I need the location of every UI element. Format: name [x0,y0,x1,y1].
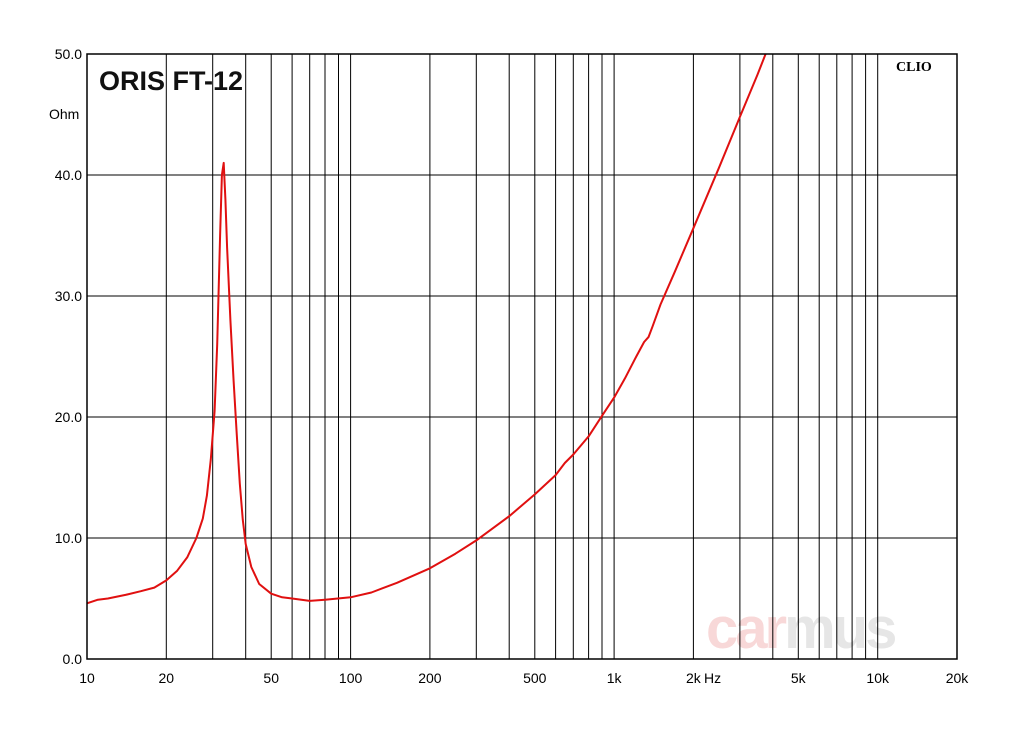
plot-frame [86,53,958,660]
x-tick-label: 500 [523,670,547,686]
impedance-curve [86,53,767,605]
x-tick-label: 20 [159,670,175,686]
x-tick-label: 1k [607,670,623,686]
y-tick-label: 40.0 [55,167,82,183]
y-tick-label: 20.0 [55,409,82,425]
x-tick-label: 20k [946,670,970,686]
brand-label: CLIO [896,60,932,75]
x-tick-label: 50 [263,670,279,686]
x-tick-label: 2k [686,670,702,686]
y-axis-unit-label: Ohm [49,106,79,122]
chart-title: ORIS FT-12 [99,66,243,96]
grid [87,54,957,659]
y-tick-label: 50.0 [55,46,82,62]
y-tick-label: 0.0 [63,651,83,667]
watermark-part-mus: mus [784,596,895,661]
x-tick-label: 100 [339,670,363,686]
watermark-part-car: car [706,596,787,661]
x-axis-unit-label: Hz [704,670,721,686]
watermark-text: carmus [706,596,895,661]
x-tick-label: 5k [791,670,807,686]
x-tick-labels: 10 20 50 100 200 500 1k 2k 5k 10k 20k [79,670,969,686]
y-tick-labels: 0.0 10.0 20.0 30.0 40.0 50.0 [55,46,82,667]
y-tick-label: 10.0 [55,530,82,546]
y-tick-label: 30.0 [55,288,82,304]
series-group [86,53,767,605]
x-tick-label: 200 [418,670,442,686]
x-tick-label: 10 [79,670,95,686]
watermark: carmus [706,596,898,661]
x-tick-label: 10k [866,670,890,686]
